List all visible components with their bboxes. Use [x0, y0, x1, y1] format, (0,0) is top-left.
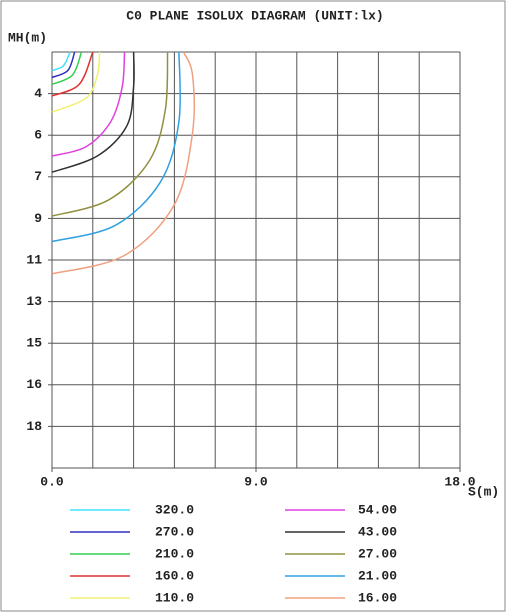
isolux-curve	[51, 51, 196, 275]
y-axis-label: MH(m)	[8, 30, 47, 45]
legend-label: 210.0	[155, 546, 194, 561]
isolux-curve	[51, 51, 76, 79]
legend-label: 160.0	[155, 568, 194, 583]
isolux-curve	[51, 51, 126, 157]
isolux-curve	[51, 51, 83, 86]
x-tick-label: 0.0	[40, 474, 64, 489]
y-tick-label: 11	[26, 252, 42, 267]
legend-label: 270.0	[155, 524, 194, 539]
y-tick-label: 9	[34, 211, 42, 226]
isolux-curve	[51, 51, 182, 243]
chart-title: C0 PLANE ISOLUX DIAGRAM (UNIT:lx)	[126, 8, 383, 23]
y-tick-label: 6	[34, 128, 42, 143]
x-tick-label: 18.0	[444, 474, 475, 489]
isolux-curve	[51, 51, 101, 113]
legend-label: 110.0	[155, 590, 194, 605]
legend-label: 16.00	[358, 590, 397, 605]
x-axis-label: S(m)	[468, 484, 499, 499]
isolux-curve	[51, 51, 94, 97]
legend-label: 21.00	[358, 568, 397, 583]
y-tick-label: 4	[34, 86, 42, 101]
isolux-curve	[51, 51, 135, 173]
y-tick-label: 16	[26, 377, 42, 392]
x-tick-label: 9.0	[244, 474, 268, 489]
legend-label: 320.0	[155, 502, 194, 517]
y-tick-label: 7	[34, 169, 42, 184]
legend-label: 54.00	[358, 502, 397, 517]
legend-label: 43.00	[358, 524, 397, 539]
y-tick-label: 13	[26, 294, 42, 309]
isolux-curve	[51, 51, 71, 72]
y-tick-label: 15	[26, 336, 42, 351]
isolux-curve	[51, 51, 169, 217]
y-tick-label: 18	[26, 419, 42, 434]
legend-label: 27.00	[358, 546, 397, 561]
